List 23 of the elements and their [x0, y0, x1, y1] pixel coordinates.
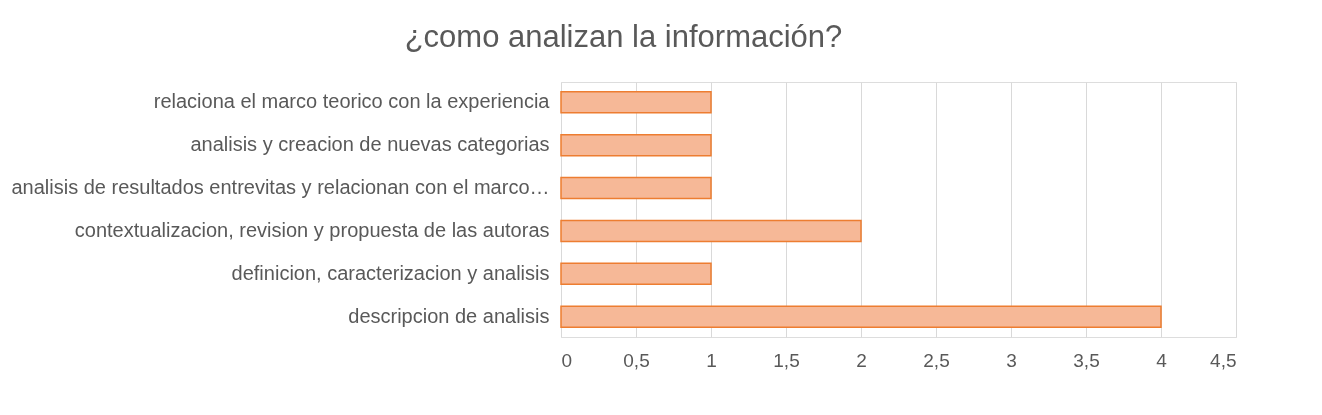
x-tick-label: 3 — [1006, 349, 1017, 371]
x-tick-label: 2,5 — [923, 349, 950, 371]
x-tick-label: 2 — [856, 349, 867, 371]
x-tick-label: 3,5 — [1073, 349, 1100, 371]
chart-title: ¿como analizan la información? — [404, 19, 843, 54]
x-tick-label: 4,5 — [1210, 349, 1237, 371]
bar — [560, 176, 712, 200]
x-tick-label: 1,5 — [773, 349, 800, 371]
bar — [560, 133, 712, 157]
bar — [560, 91, 712, 114]
y-tick-label: definicion, caracterizacion y analisis — [231, 261, 550, 284]
y-tick-label: analisis de resultados entrevitas y relacionan con el marco… — [11, 176, 550, 199]
bar — [560, 262, 712, 286]
y-tick-label: descripcion de analisis — [348, 304, 550, 327]
bar — [560, 305, 1162, 328]
x-tick-label: 0 — [561, 349, 573, 371]
y-tick-label: relaciona el marco teorico con la experiencia — [153, 90, 551, 113]
bar — [560, 219, 862, 243]
x-tick-label: 1 — [706, 349, 717, 371]
y-tick-label: contextualizacion, revision y propuesta de las autoras — [74, 218, 550, 241]
x-tick-label: 4 — [1156, 349, 1168, 371]
y-tick-label: analisis y creacion de nuevas categorias — [190, 133, 550, 156]
x-tick-label: 0,5 — [623, 349, 650, 371]
